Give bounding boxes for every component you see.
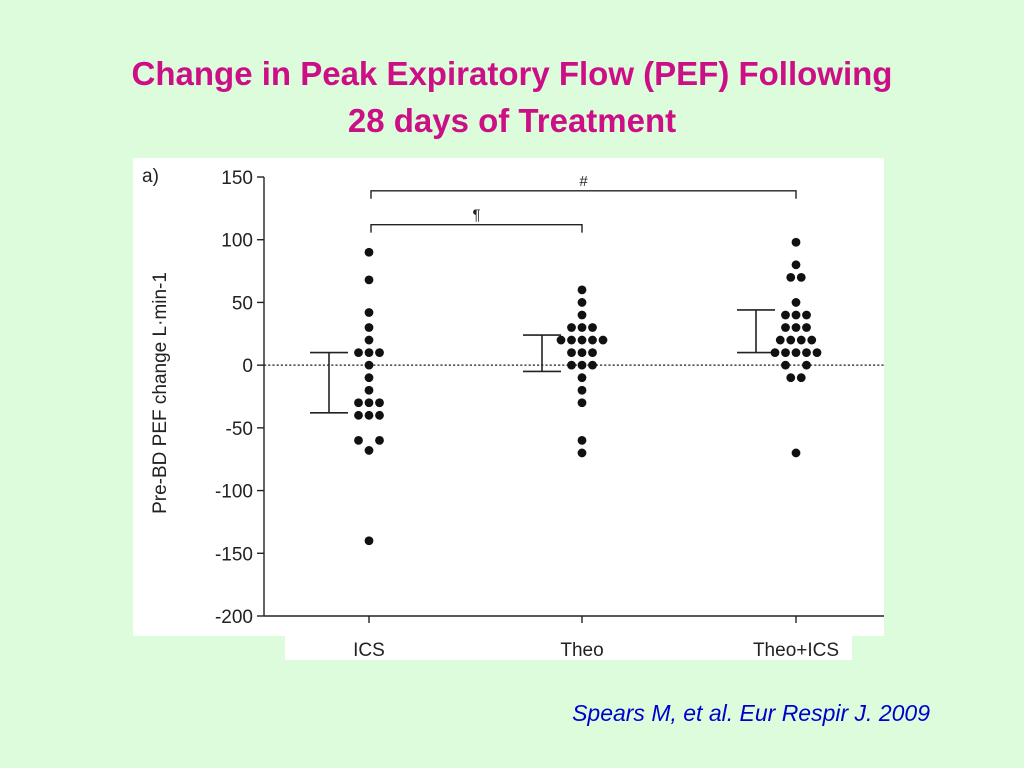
data-point	[364, 360, 374, 370]
data-point	[375, 348, 384, 357]
y-tick-label: -200	[215, 607, 253, 628]
y-tick-label: 150	[221, 168, 253, 189]
axes: a) 150 100 50 0 -50 -100 -150 -200 Pre-BD PEF cha…	[142, 166, 884, 661]
data-point	[364, 398, 374, 408]
data-point	[577, 335, 587, 345]
data-point	[802, 310, 811, 320]
data-point	[781, 323, 790, 332]
data-point	[577, 385, 587, 395]
data-point	[375, 410, 384, 420]
data-point	[588, 348, 597, 357]
data-point	[556, 335, 566, 345]
significance-bracket	[370, 223, 583, 233]
x-category-label: Theo+ICS	[753, 640, 839, 661]
data-point	[796, 373, 806, 383]
data-point	[577, 310, 587, 320]
data-point	[375, 398, 384, 408]
data-point	[567, 335, 576, 345]
data-point	[781, 348, 790, 357]
citation: Spears M, et al. Eur Respir J. 2009	[572, 700, 930, 726]
data-point	[375, 436, 384, 445]
data-point	[786, 272, 796, 282]
data-point	[786, 373, 796, 383]
data-point	[354, 348, 363, 357]
data-point	[812, 348, 822, 357]
y-tick-label: -100	[215, 482, 253, 503]
data-point	[775, 335, 785, 345]
category-label-background	[285, 636, 852, 660]
x-category-label: Theo	[560, 640, 603, 661]
data-point	[364, 348, 374, 357]
data-point	[791, 237, 801, 247]
data-point	[364, 536, 374, 546]
data-point	[577, 285, 587, 295]
plot-background	[133, 158, 884, 636]
data-point	[354, 436, 363, 445]
data-point	[364, 247, 374, 257]
data-point	[364, 410, 374, 420]
significance-bracket	[370, 190, 797, 199]
data-point	[364, 373, 374, 383]
x-category-label: ICS	[353, 640, 385, 661]
data-point	[364, 335, 374, 345]
data-point	[791, 260, 801, 270]
data-point	[577, 448, 587, 458]
data-point	[364, 385, 374, 395]
y-tick-label: 100	[221, 231, 253, 252]
data-point	[791, 448, 801, 458]
title-line-2: 28 days of Treatment	[347, 102, 677, 139]
y-tick-label: 50	[232, 293, 253, 314]
y-tick-label: 0	[242, 356, 253, 377]
data-point	[364, 275, 374, 285]
data-point	[802, 360, 811, 370]
significance-symbol: ¶	[472, 207, 480, 224]
data-point	[364, 323, 374, 332]
data-point	[802, 348, 811, 357]
data-point	[807, 335, 817, 345]
data-point	[786, 335, 796, 345]
data-point	[577, 298, 587, 307]
data-point	[567, 323, 576, 332]
data-point	[796, 335, 806, 345]
data-point	[598, 335, 608, 345]
data-point	[796, 272, 806, 282]
data-point	[791, 348, 801, 357]
data-point	[577, 436, 587, 445]
data-point	[577, 398, 587, 408]
data-point	[364, 446, 374, 455]
data-point	[802, 323, 811, 332]
y-tick-label: -50	[226, 419, 253, 440]
data-point	[588, 335, 597, 345]
data-point	[791, 323, 801, 332]
y-axis-label: Pre-BD PEF change L·min-1	[150, 272, 171, 514]
data-point	[567, 348, 576, 357]
data-point	[781, 310, 790, 320]
data-point	[588, 323, 597, 332]
data-point	[567, 360, 576, 370]
data-point	[791, 298, 801, 307]
title-line-1: Change in Peak Expiratory Flow (PEF) Fol…	[131, 55, 893, 92]
y-tick-label: -150	[215, 544, 253, 565]
data-point	[577, 360, 587, 370]
data-point	[588, 360, 597, 370]
data-point	[354, 398, 363, 408]
data-marks: ¶#	[310, 173, 822, 546]
data-point	[577, 348, 587, 357]
data-point	[354, 410, 363, 420]
data-point	[791, 310, 801, 320]
data-point	[364, 308, 374, 317]
data-point	[770, 348, 780, 357]
significance-symbol: #	[579, 173, 588, 190]
data-point	[781, 360, 790, 370]
data-point	[577, 373, 587, 383]
data-point	[577, 323, 587, 332]
panel-label: a)	[142, 166, 159, 187]
